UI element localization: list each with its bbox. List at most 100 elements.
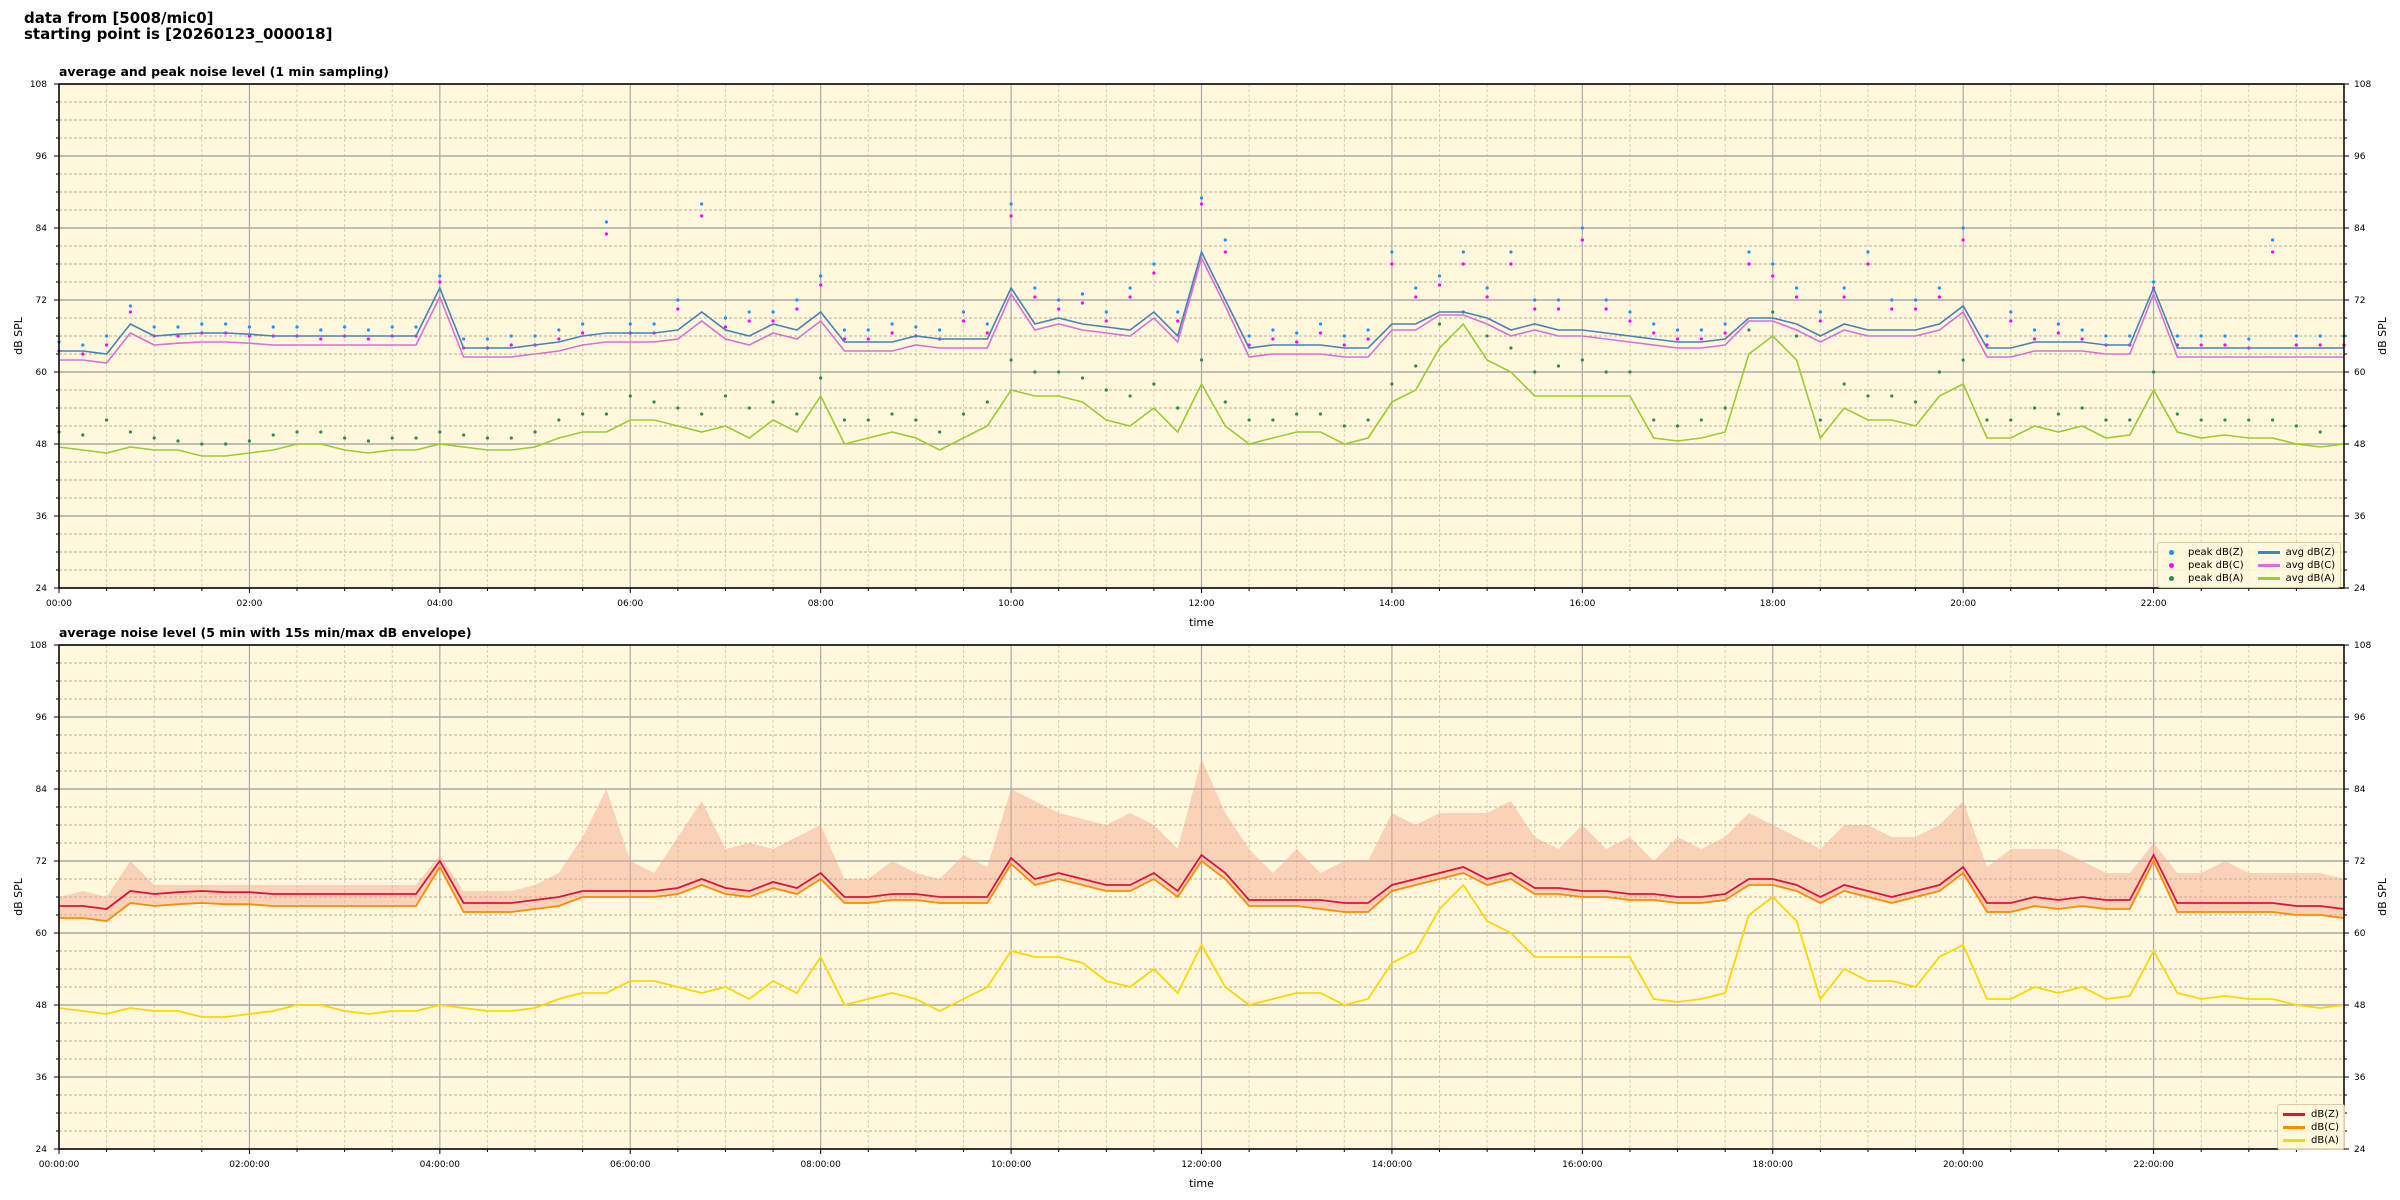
peak-point-peakdbz: [1390, 250, 1394, 254]
peak-point-peakdba: [1818, 418, 1822, 422]
peak-point-peakdbz: [1771, 262, 1775, 266]
peak-point-peakdba: [1414, 364, 1418, 368]
x-tick-label: 20:00:00: [1943, 1160, 1984, 1170]
x-tick-label: 18:00:00: [1753, 1160, 1794, 1170]
legend-top: peak dB(Z) avg dB(Z) peak dB(C) avg dB(C…: [2157, 542, 2342, 588]
peak-point-peakdba: [890, 412, 894, 416]
peak-point-peakdba: [1771, 310, 1775, 314]
legend-line-avg-z: [2257, 550, 2280, 554]
peak-point-peakdba: [1366, 418, 1370, 422]
peak-point-peakdbz: [1723, 322, 1727, 326]
peak-point-peakdba: [819, 376, 823, 380]
peak-point-peakdbz: [1628, 310, 1632, 314]
peak-point-peakdbz: [533, 334, 537, 338]
peak-point-peakdbz: [1437, 274, 1442, 278]
y-tick-label-right: 84: [2354, 224, 2366, 234]
peak-point-peakdbz: [366, 328, 371, 332]
y-tick-label-right: 108: [2354, 641, 2371, 651]
peak-point-peakdbc: [1771, 274, 1775, 278]
peak-point-peakdbz: [1009, 202, 1013, 206]
peak-point-peakdbz: [652, 322, 656, 326]
peak-point-peakdba: [1842, 382, 1846, 386]
peak-point-peakdba: [2270, 418, 2275, 422]
peak-point-peakdba: [1747, 328, 1751, 332]
legend-label: dB(Z): [2311, 1108, 2339, 1120]
y-axis-label-left: dB SPL: [12, 877, 25, 916]
peak-point-peakdbc: [1866, 262, 1870, 266]
y-tick-label-right: 60: [2354, 368, 2366, 378]
peak-point-peakdbz: [700, 202, 704, 206]
peak-point-peakdba: [1890, 394, 1894, 398]
peak-point-peakdba: [200, 442, 204, 446]
peak-point-peakdbz: [1033, 286, 1037, 290]
peak-point-peakdba: [795, 412, 799, 416]
peak-point-peakdba: [343, 436, 347, 440]
peak-point-peakdbz: [1913, 298, 1918, 302]
peak-point-peakdbz: [1842, 286, 1846, 290]
series-line-dba: [58, 883, 2345, 1018]
legend-line-db-z: [2283, 1112, 2305, 1116]
x-tick-label: 12:00: [1189, 599, 1215, 609]
peak-point-peakdbz: [1318, 322, 1323, 326]
peak-point-peakdbz: [2199, 334, 2203, 338]
peak-point-peakdba: [1937, 370, 1941, 374]
peak-point-peakdba: [581, 412, 585, 416]
y-tick-label-left: 108: [30, 641, 47, 651]
x-tick-label: 16:00:00: [1562, 1160, 1603, 1170]
y-tick-label-right: 96: [2354, 152, 2366, 162]
peak-point-peakdbz: [1604, 298, 1608, 302]
peak-point-peakdbz: [462, 337, 466, 341]
peak-point-peakdba: [1342, 424, 1346, 428]
peak-point-peakdbz: [509, 334, 513, 338]
peak-point-peakdba: [1580, 358, 1584, 362]
peak-point-peakdbz: [2151, 280, 2156, 284]
x-tick-label: 16:00: [1569, 599, 1595, 609]
y-tick-label-left: 48: [36, 440, 48, 450]
peak-point-peakdbc: [2270, 250, 2275, 254]
peak-point-peakdbc: [604, 232, 609, 236]
peak-point-peakdba: [1913, 400, 1918, 404]
peak-point-peakdba: [128, 430, 133, 434]
legend-label: peak dB(A): [2188, 572, 2244, 584]
peak-point-peakdbc: [771, 319, 775, 323]
peak-point-peakdbz: [723, 316, 728, 320]
peak-point-peakdbz: [1271, 328, 1275, 332]
peak-point-peakdba: [628, 394, 632, 398]
x-tick-label: 02:00: [236, 599, 262, 609]
x-tick-label: 00:00: [46, 599, 72, 609]
peak-point-peakdbz: [485, 337, 490, 341]
x-tick-label: 10:00: [998, 599, 1024, 609]
peak-point-peakdbc: [319, 337, 323, 341]
peak-point-peakdba: [723, 394, 728, 398]
peak-point-peakdbc: [1890, 307, 1894, 311]
chart-title: average noise level (5 min with 15s min/…: [59, 625, 472, 640]
peak-point-peakdba: [1675, 424, 1680, 428]
peak-point-peakdbz: [1556, 298, 1561, 302]
peak-point-peakdbz: [105, 334, 109, 338]
peak-point-peakdbc: [1842, 295, 1846, 299]
peak-point-peakdba: [2175, 412, 2179, 416]
peak-point-peakdbc: [1295, 340, 1299, 344]
peak-point-peakdbz: [2318, 334, 2322, 338]
y-tick-label-left: 96: [36, 152, 48, 162]
peak-point-peakdbz: [2247, 337, 2251, 341]
y-tick-label-left: 24: [36, 1145, 48, 1155]
peak-point-peakdba: [1604, 370, 1608, 374]
legend-label: dB(A): [2311, 1134, 2339, 1146]
legend-label: peak dB(Z): [2188, 546, 2244, 558]
legend-item-avg-a: avg dB(A): [2257, 572, 2336, 584]
peak-point-peakdbc: [1961, 238, 1965, 242]
peak-point-peakdba: [105, 418, 109, 422]
legend-label: avg dB(C): [2285, 559, 2336, 571]
peak-point-peakdbc: [747, 319, 751, 323]
peak-point-peakdbc: [700, 214, 704, 218]
peak-point-peakdba: [1247, 418, 1251, 422]
peak-point-peakdbc: [1723, 331, 1727, 335]
legend-label: avg dB(Z): [2285, 546, 2336, 558]
peak-point-peakdbc: [2199, 343, 2203, 347]
peak-point-peakdbz: [414, 325, 418, 329]
peak-point-peakdbz: [81, 343, 85, 347]
peak-point-peakdba: [1080, 376, 1085, 380]
peak-point-peakdba: [1009, 358, 1013, 362]
peak-point-peakdbc: [1009, 214, 1013, 218]
